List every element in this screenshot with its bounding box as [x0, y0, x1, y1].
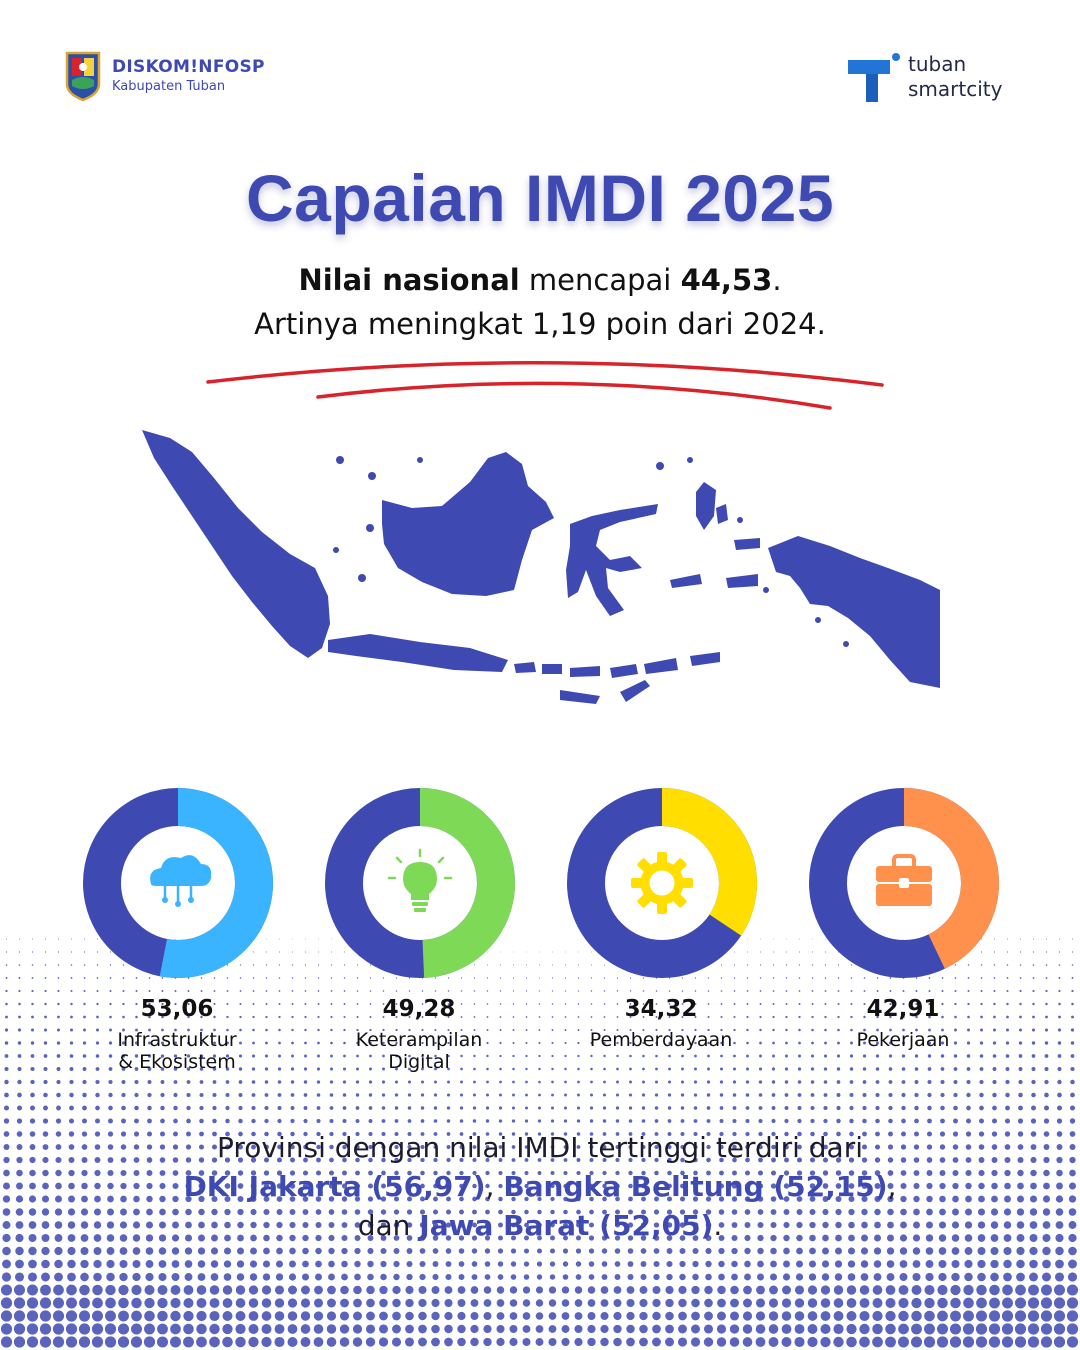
footer-sep2: ,: [887, 1170, 897, 1203]
arc-top: [206, 360, 884, 387]
indonesia-map: [142, 430, 940, 704]
value-keterampilan: 49,28: [382, 996, 456, 1022]
lightbulb-icon: [387, 848, 453, 912]
diskominfo-logo: DISKOM!NFOSP Kabupaten Tuban: [64, 50, 265, 102]
province-jawa-barat: Jawa Barat (52,05): [419, 1209, 714, 1242]
label-pemberdayaan: Pemberdayaan: [589, 1029, 733, 1051]
donut-chart-keterampilan: [325, 788, 515, 978]
briefcase-icon: [876, 854, 932, 906]
smartcity-line2: smartcity: [908, 77, 1003, 101]
donut-pekerjaan: 42,91 Pekerjaan: [783, 788, 1023, 1078]
donut-chart-pekerjaan: [809, 788, 999, 978]
donut-infrastruktur: 53,06 Infrastruktur & Ekosistem: [57, 788, 297, 1078]
map-papua: [768, 536, 940, 688]
footer-sep1: ,: [485, 1170, 504, 1203]
subtitle-line1: Nilai nasional mencapai 44,53.: [0, 258, 1080, 302]
donut-segment-keterampilan: [325, 788, 515, 978]
donut-segment-pemberdayaan: [567, 788, 757, 978]
subtitle-line2: Artinya meningkat 1,19 poin dari 2024.: [254, 307, 826, 341]
footer-line3: dan Jawa Barat (52,05).: [0, 1206, 1080, 1245]
donut-segment-infrastruktur: [83, 788, 273, 978]
arc-bottom: [316, 381, 832, 410]
map-java: [328, 634, 508, 672]
footer-end: .: [713, 1209, 723, 1242]
subtitle: Nilai nasional mencapai 44,53. Artinya m…: [0, 258, 1080, 346]
diskominfo-name: DISKOM!NFOSP: [112, 57, 265, 77]
footer-text: Provinsi dengan nilai IMDI tertinggi ter…: [0, 1128, 1080, 1245]
label-pekerjaan: Pekerjaan: [856, 1029, 950, 1051]
decorative-arcs: [206, 360, 884, 410]
province-dki-jakarta: DKI Jakarta (56,97): [183, 1170, 486, 1203]
subtitle-end: .: [772, 263, 782, 297]
tuban-crest-icon: [65, 51, 101, 102]
map-borneo: [382, 452, 554, 596]
province-bangka-belitung: Bangka Belitung (52,15): [503, 1170, 888, 1203]
subtitle-bold-nasional: Nilai nasional: [298, 263, 520, 297]
map-sulawesi: [566, 504, 658, 616]
label-infrastruktur: Infrastruktur & Ekosistem: [117, 1029, 237, 1073]
subtitle-text: mencapai: [519, 263, 681, 297]
gear-icon: [631, 852, 693, 914]
diskominfo-sub: Kabupaten Tuban: [112, 79, 226, 94]
value-pekerjaan: 42,91: [866, 996, 940, 1022]
tuban-smartcity-logo: tuban smartcity: [846, 52, 1002, 106]
page-title: Capaian IMDI 2025: [245, 161, 835, 235]
donut-keterampilan: 49,28 Keterampilan Digital: [299, 788, 539, 1078]
label-keterampilan: Keterampilan Digital: [355, 1029, 483, 1073]
smartcity-line1: tuban: [908, 52, 967, 76]
footer-line1: Provinsi dengan nilai IMDI tertinggi ter…: [216, 1131, 864, 1164]
footer-pre3: dan: [357, 1209, 420, 1242]
value-infrastruktur: 53,06: [140, 996, 214, 1022]
value-pemberdayaan: 34,32: [624, 996, 698, 1022]
smartcity-t-icon: [848, 53, 900, 102]
cloud-network-icon: [150, 855, 212, 907]
footer-line2: DKI Jakarta (56,97), Bangka Belitung (52…: [0, 1167, 1080, 1206]
donut-chart-pemberdayaan: [567, 788, 757, 978]
map-sumatra: [142, 430, 330, 658]
donut-chart-infrastruktur: [83, 788, 273, 978]
subtitle-bold-value: 44,53: [680, 263, 773, 297]
donut-pemberdayaan: 34,32 Pemberdayaan: [541, 788, 781, 1078]
donut-segment-pekerjaan: [809, 788, 999, 978]
